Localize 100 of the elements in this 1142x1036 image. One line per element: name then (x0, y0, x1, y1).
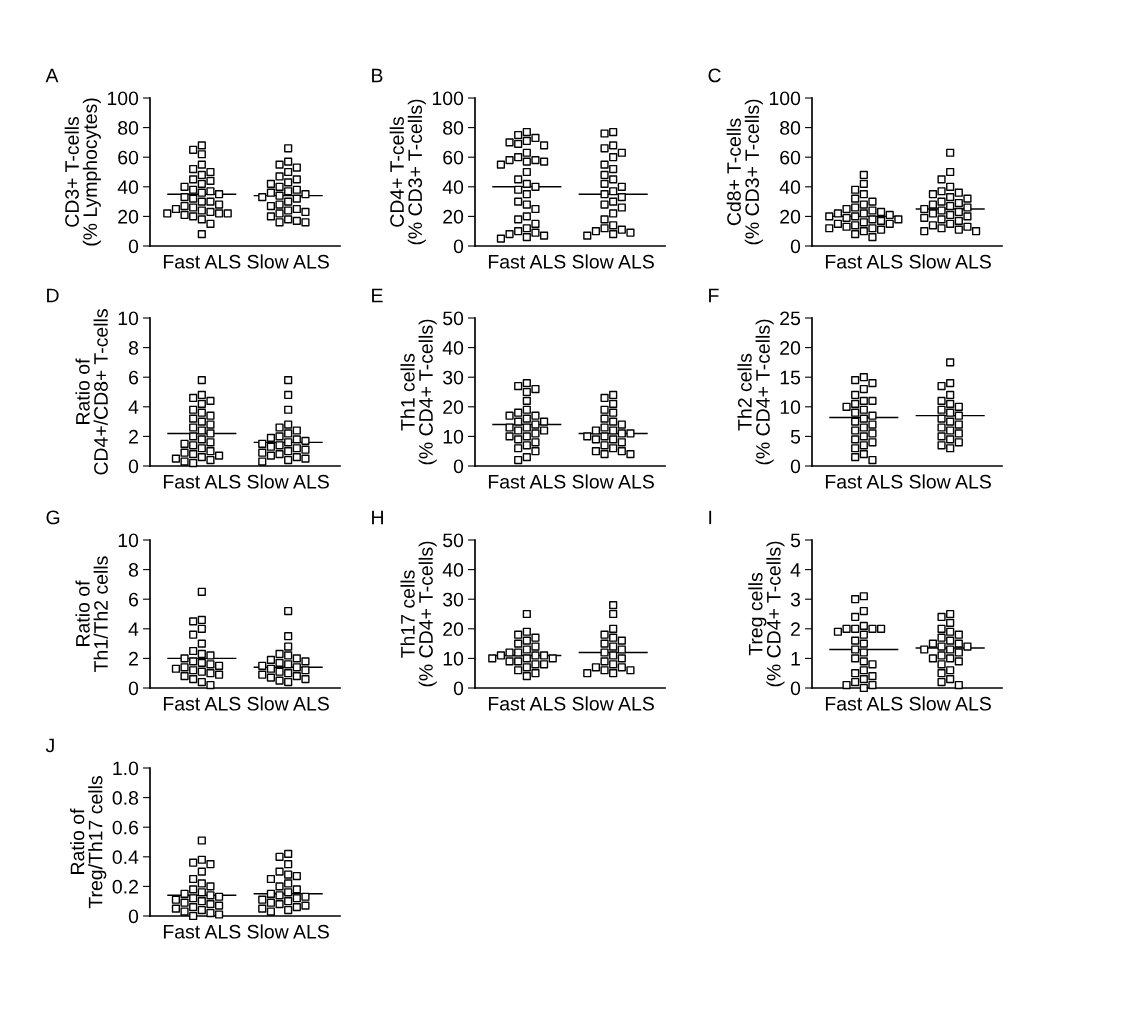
y-tick-label: 30 (443, 370, 464, 385)
y-tick-label: 80 (780, 121, 801, 135)
chart-title: B (372, 68, 383, 83)
y-tick-label: 20 (443, 209, 464, 224)
y-tick-label: 0.4 (112, 850, 139, 865)
y-axis-title: Cd8+ T-cells (% CD3+ T-cells) (726, 99, 763, 245)
y-tick-label: 20 (118, 209, 139, 224)
y-tick-label: 0 (128, 681, 139, 696)
y-tick-label: 2 (129, 651, 138, 666)
y-tick-label: 3 (790, 592, 801, 607)
chart-title: I (709, 510, 712, 525)
y-axis-title: Th17 cells (% CD4+ T-cells) (400, 541, 437, 687)
y-tick-label: 80 (443, 121, 464, 135)
x-tick-label: Fast ALS (825, 696, 903, 711)
x-tick-label: Fast ALS (163, 696, 241, 711)
chart-title: C (708, 68, 721, 83)
y-tick-label: 6 (129, 592, 139, 607)
y-tick-label: 0 (128, 459, 139, 474)
y-tick-label: 0 (453, 459, 464, 474)
y-tick-label: 4 (128, 400, 139, 414)
x-tick-label: Slow ALS (572, 254, 654, 269)
y-tick-label: 0.8 (112, 791, 139, 805)
y-tick-label: 40 (442, 563, 464, 577)
y-tick-label: 10 (443, 651, 464, 666)
chart-title: H (372, 510, 383, 525)
y-tick-label: 10 (118, 533, 139, 548)
y-tick-label: 5 (790, 533, 801, 548)
y-tick-label: 30 (443, 592, 464, 607)
chart-title: J (45, 738, 54, 753)
y-tick-label: 0 (790, 459, 801, 474)
chart-title: F (709, 288, 719, 303)
y-tick-label: 60 (443, 150, 464, 165)
y-tick-label: 100 (107, 91, 139, 106)
y-tick-label: 8 (128, 563, 139, 577)
y-tick-label: 15 (780, 370, 801, 385)
x-tick-label: Slow ALS (247, 696, 329, 711)
y-tick-label: 40 (779, 180, 801, 195)
y-tick-label: 100 (769, 91, 801, 106)
y-axis-title: CD3+ T-cells (% Lymphocytes) (64, 98, 101, 246)
y-tick-label: 0 (790, 239, 801, 254)
y-tick-label: 20 (780, 209, 801, 224)
y-tick-label: 0 (128, 909, 139, 924)
y-tick-label: 0.2 (112, 879, 138, 894)
chart-title: G (46, 510, 60, 525)
x-tick-label: Fast ALS (163, 254, 241, 269)
chart-title: D (47, 288, 59, 303)
y-tick-label: 50 (443, 533, 464, 548)
y-tick-label: 20 (780, 341, 801, 355)
y-tick-label: 10 (780, 400, 801, 415)
y-tick-label: 100 (432, 91, 464, 106)
y-tick-label: 5 (790, 430, 801, 444)
y-axis-title: Treg cells (% CD4+ T-cells) (748, 541, 785, 687)
chart-title: A (45, 68, 59, 83)
y-tick-label: 80 (118, 121, 139, 135)
y-tick-label: 0 (453, 239, 464, 254)
x-tick-label: Slow ALS (909, 254, 991, 269)
y-axis-title: Ratio of Th1/Th2 cells (75, 556, 108, 672)
x-tick-label: Fast ALS (488, 696, 566, 711)
y-tick-label: 10 (118, 311, 139, 326)
y-tick-label: 8 (128, 341, 139, 355)
y-tick-label: 0 (790, 681, 801, 696)
y-axis-title: CD4+ T-cells (% CD3+ T-cells) (389, 99, 426, 245)
y-tick-label: 2 (129, 429, 138, 444)
y-tick-label: 4 (128, 622, 139, 636)
x-tick-label: Fast ALS (488, 254, 566, 269)
y-tick-label: 50 (443, 311, 464, 326)
y-tick-label: 40 (442, 180, 464, 195)
y-tick-label: 1.0 (113, 761, 139, 776)
x-tick-label: Slow ALS (247, 254, 329, 269)
y-tick-label: 20 (443, 622, 464, 637)
y-tick-label: 0 (128, 239, 139, 254)
y-tick-label: 40 (442, 341, 464, 355)
y-tick-label: 0 (453, 681, 464, 696)
y-tick-label: 1 (791, 652, 800, 666)
y-axis-title: Th2 cells (% CD4+ T-cells) (737, 319, 774, 465)
y-tick-label: 60 (780, 150, 801, 165)
x-tick-label: Slow ALS (572, 696, 654, 711)
y-tick-label: 25 (780, 311, 801, 326)
chart-title: E (372, 288, 383, 303)
x-tick-label: Fast ALS (488, 474, 566, 489)
x-tick-label: Slow ALS (247, 924, 329, 939)
x-tick-label: Fast ALS (163, 924, 241, 939)
x-tick-label: Slow ALS (572, 474, 654, 489)
x-tick-label: Fast ALS (825, 474, 903, 489)
y-tick-label: 40 (117, 180, 139, 195)
y-tick-label: 10 (443, 429, 464, 444)
y-tick-label: 2 (791, 622, 800, 636)
y-tick-label: 60 (118, 150, 139, 165)
x-tick-label: Fast ALS (163, 474, 241, 489)
y-axis-title: Th1 cells (% CD4+ T-cells) (400, 319, 437, 465)
x-tick-label: Slow ALS (909, 696, 991, 711)
y-tick-label: 20 (443, 400, 464, 415)
x-tick-label: Slow ALS (909, 474, 991, 489)
y-tick-label: 0.6 (112, 820, 139, 835)
y-tick-label: 6 (129, 370, 139, 385)
y-axis-title: Ratio of CD4+/CD8+ T-cells (75, 309, 108, 475)
y-axis-title: Ratio of Treg/Th17 cells (70, 776, 107, 909)
y-tick-label: 4 (790, 563, 801, 577)
x-tick-label: Fast ALS (825, 254, 903, 269)
x-tick-label: Slow ALS (247, 474, 329, 489)
